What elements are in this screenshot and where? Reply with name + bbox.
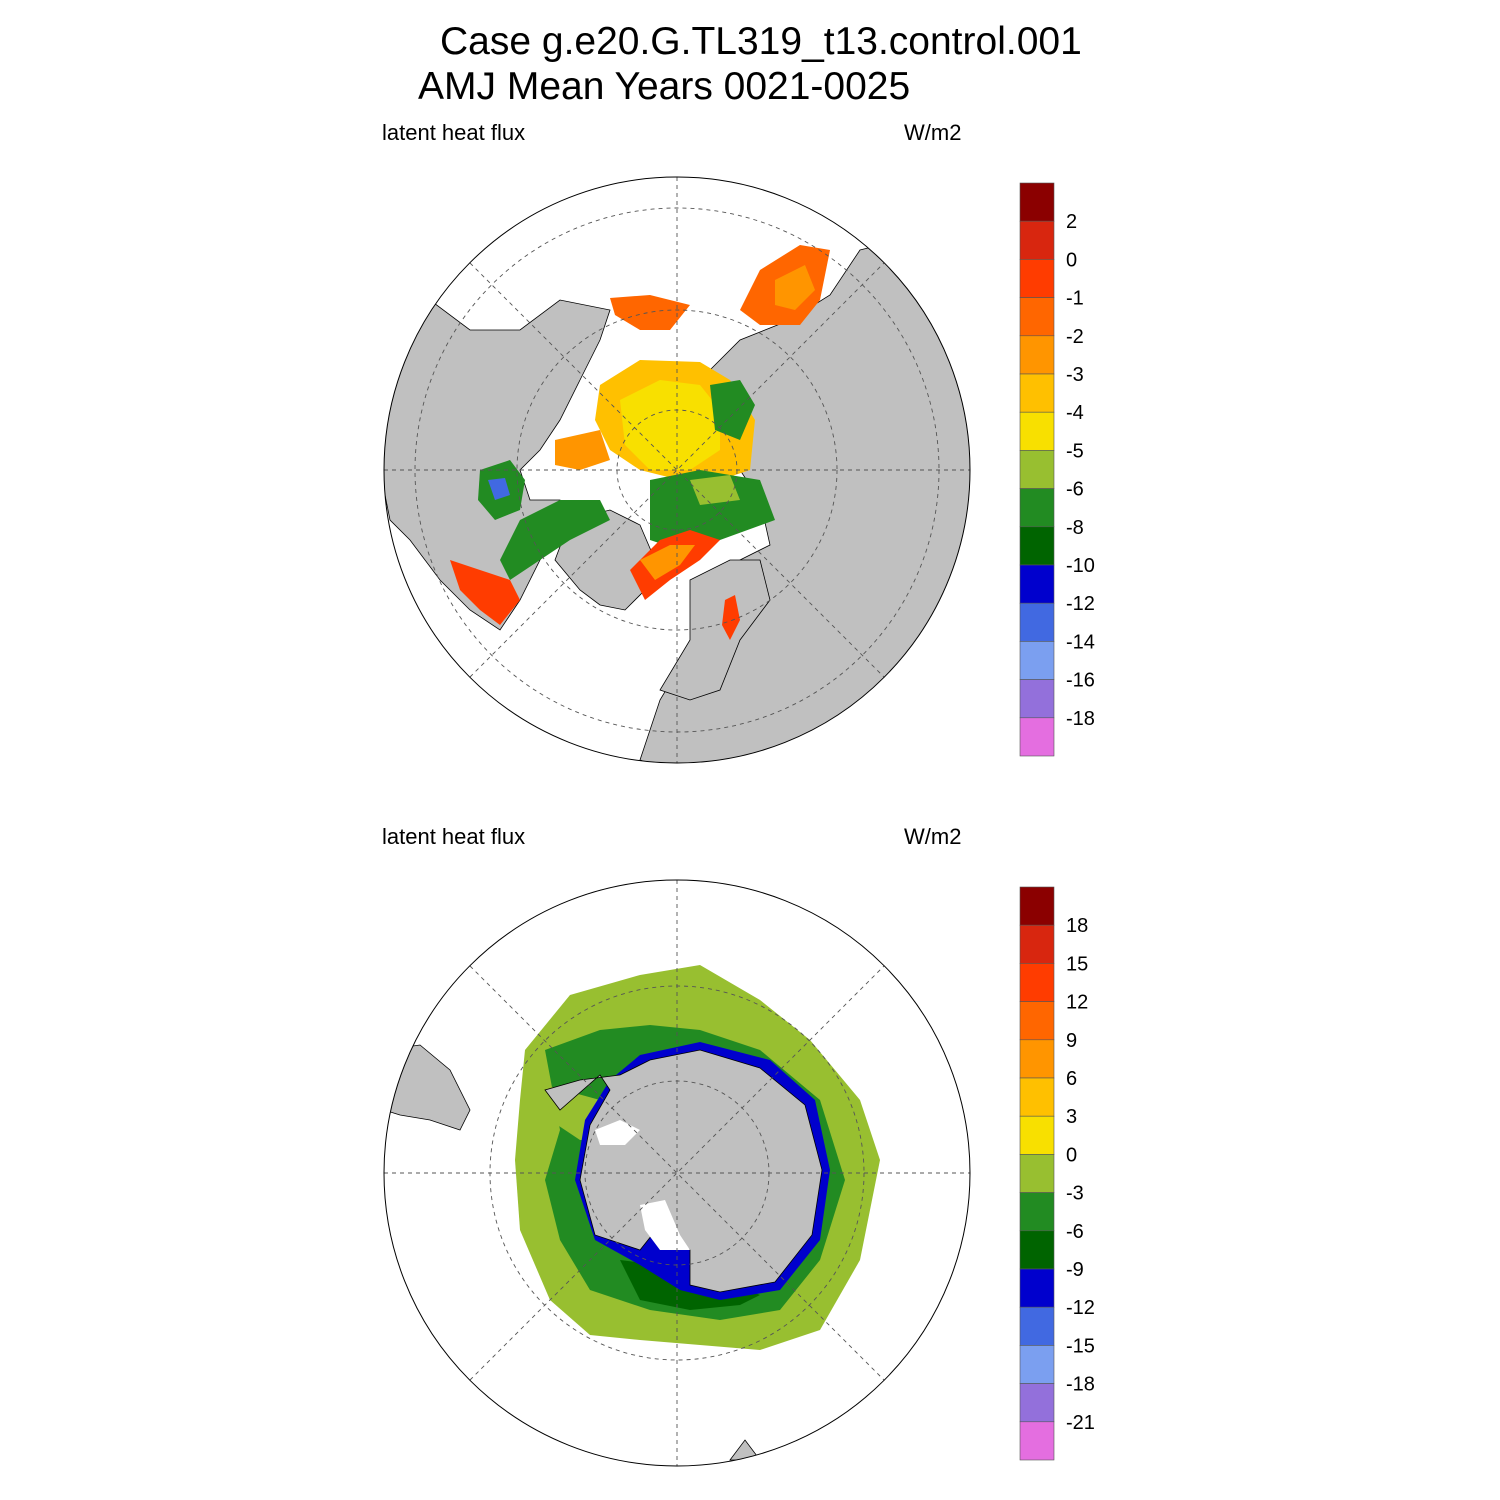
south-colorbar-tick-label: -18 (1066, 1374, 1095, 1396)
north-colorbar-box (1019, 488, 1055, 528)
south-colorbar-tick-label: 15 (1066, 953, 1088, 975)
south-units-label: W/m2 (904, 824, 962, 849)
north-colorbar-tick-label: 2 (1066, 211, 1077, 233)
north-colorbar-tick-label: -18 (1066, 708, 1095, 730)
south-colorbar-tick-label: -15 (1066, 1335, 1095, 1357)
north-field-hudson-blue (488, 478, 510, 500)
north-colorbar-box (1019, 679, 1055, 719)
north-colorbar-box (1019, 526, 1055, 566)
south-variable-label: latent heat flux (382, 824, 526, 849)
south-colorbar-tick-label: 9 (1066, 1030, 1077, 1052)
south-colorbar-box (1019, 1230, 1055, 1270)
south-colorbar-tick-label: -12 (1066, 1297, 1095, 1319)
north-colorbar-box (1019, 411, 1055, 451)
north-colorbar-box (1019, 602, 1055, 642)
south-colorbar-box (1019, 1001, 1055, 1041)
south-colorbar-tick-label: 0 (1066, 1144, 1077, 1166)
north-colorbar-box (1019, 450, 1055, 489)
south-polar-map (383, 879, 971, 1467)
north-colorbar-tick-label: -8 (1066, 517, 1084, 539)
south-colorbar-tick-label: 12 (1066, 992, 1088, 1014)
north-field-bering (610, 295, 690, 330)
north-field-central-yellow (620, 380, 720, 470)
north-colorbar-box (1019, 373, 1055, 413)
north-colorbar-box (1019, 641, 1055, 680)
north-colorbar-tick-label: 0 (1066, 249, 1077, 271)
south-map-border (383, 879, 971, 1467)
south-colorbar-tick-label: 3 (1066, 1106, 1077, 1128)
north-colorbar-tick-label: -1 (1066, 288, 1084, 310)
north-field-baltic (722, 595, 740, 640)
north-field-okhotsk-core (775, 265, 815, 310)
north-colorbar-tick-label: -12 (1066, 593, 1095, 615)
north-graticule (384, 177, 970, 763)
south-graticule (384, 880, 970, 1466)
north-colorbar-box (1019, 564, 1055, 604)
south-colorbar-tick-label: 18 (1066, 915, 1088, 937)
south-colorbar-box (1019, 1345, 1055, 1384)
north-field-barents (690, 475, 740, 505)
south-land-africa (729, 1439, 761, 1461)
south-colorbar-box (1019, 1383, 1055, 1423)
south-colorbar-tick-label: 6 (1066, 1068, 1077, 1090)
north-colorbar-box (1019, 717, 1055, 757)
south-land-antarctica (544, 1049, 823, 1293)
north-colorbar-tick-label: -3 (1066, 364, 1084, 386)
north-map-border (383, 176, 971, 764)
south-colorbar-box (1019, 924, 1055, 964)
south-ice-shelf-ross (640, 1200, 690, 1250)
north-colorbar-tick-label: -16 (1066, 670, 1095, 692)
north-colorbar-box (1019, 259, 1055, 298)
north-variable-label: latent heat flux (382, 120, 526, 145)
north-colorbar-box (1019, 220, 1055, 260)
south-colorbar-tick-label: -3 (1066, 1183, 1084, 1205)
north-colorbar: 2 0 -1 -2 -3 -4 -5 -6 -8 -10 -12 -14 -16 -18 (1019, 182, 1095, 757)
north-polar-map (383, 176, 971, 764)
south-colorbar-box (1019, 1039, 1055, 1079)
plot-title-case: Case g.e20.G.TL319_t13.control.001 (440, 20, 1082, 63)
north-colorbar-tick-label: -4 (1066, 402, 1084, 424)
south-colorbar-box (1019, 1077, 1055, 1117)
south-colorbar-box (1019, 1192, 1055, 1232)
north-field-kara-green (710, 380, 755, 440)
north-colorbar-box (1019, 335, 1055, 375)
north-colorbar-tick-label: -5 (1066, 440, 1084, 462)
south-colorbar-box (1019, 1306, 1055, 1346)
south-colorbar-box (1019, 1154, 1055, 1193)
south-colorbar: 18 15 12 9 6 3 0 -3 -6 -9 -12 -15 -18 -21 (1019, 886, 1095, 1461)
north-colorbar-box (1019, 297, 1055, 337)
south-colorbar-box (1019, 1115, 1055, 1155)
south-colorbar-box (1019, 1421, 1055, 1461)
north-field-baffin (500, 500, 610, 580)
north-colorbar-tick-label: -2 (1066, 326, 1084, 348)
south-colorbar-box (1019, 963, 1055, 1002)
south-colorbar-tick-label: -9 (1066, 1259, 1084, 1281)
south-ice-shelf-weddell (595, 1120, 640, 1145)
south-colorbar-box (1019, 1268, 1055, 1308)
south-colorbar-tick-label: -21 (1066, 1412, 1095, 1434)
north-land-europe (659, 559, 771, 701)
north-field-archipelago (555, 430, 610, 470)
north-colorbar-box (1019, 182, 1055, 222)
plot-title-period: AMJ Mean Years 0021-0025 (418, 65, 911, 108)
north-units-label: W/m2 (904, 120, 962, 145)
north-colorbar-tick-label: -10 (1066, 555, 1095, 577)
south-colorbar-tick-label: -6 (1066, 1221, 1084, 1243)
north-field-labrador (450, 560, 520, 625)
south-colorbar-box (1019, 886, 1055, 926)
north-colorbar-tick-label: -14 (1066, 631, 1095, 653)
north-field-nordic-orange (640, 545, 695, 580)
north-colorbar-tick-label: -6 (1066, 479, 1084, 501)
